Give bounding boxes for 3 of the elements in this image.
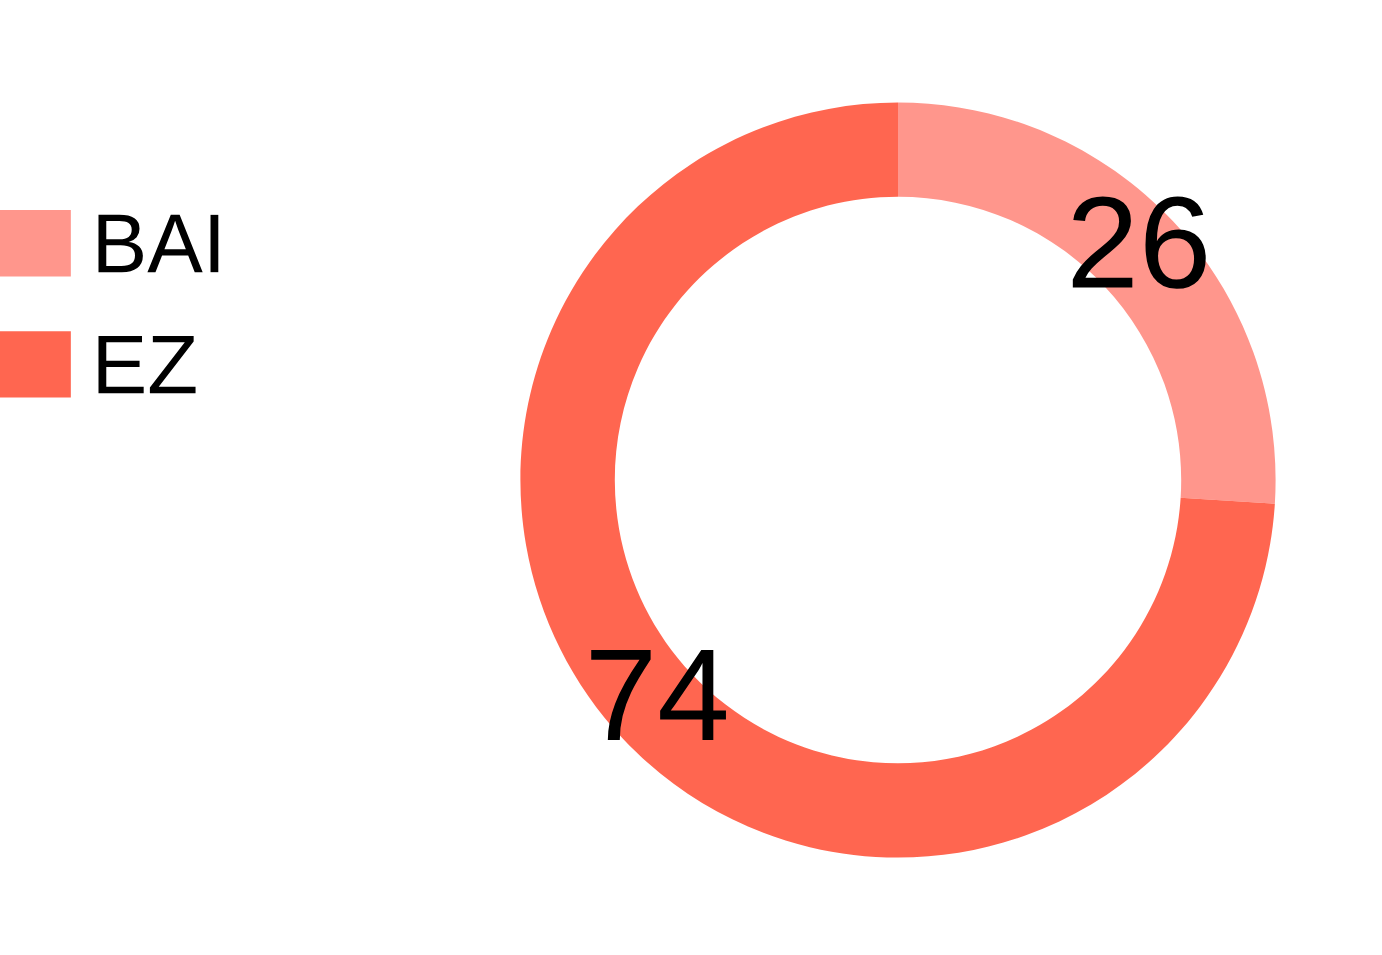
data-label: 26 <box>1072 196 1206 289</box>
legend-label: EZ <box>98 335 196 394</box>
legend-label: BAI <box>98 214 219 273</box>
